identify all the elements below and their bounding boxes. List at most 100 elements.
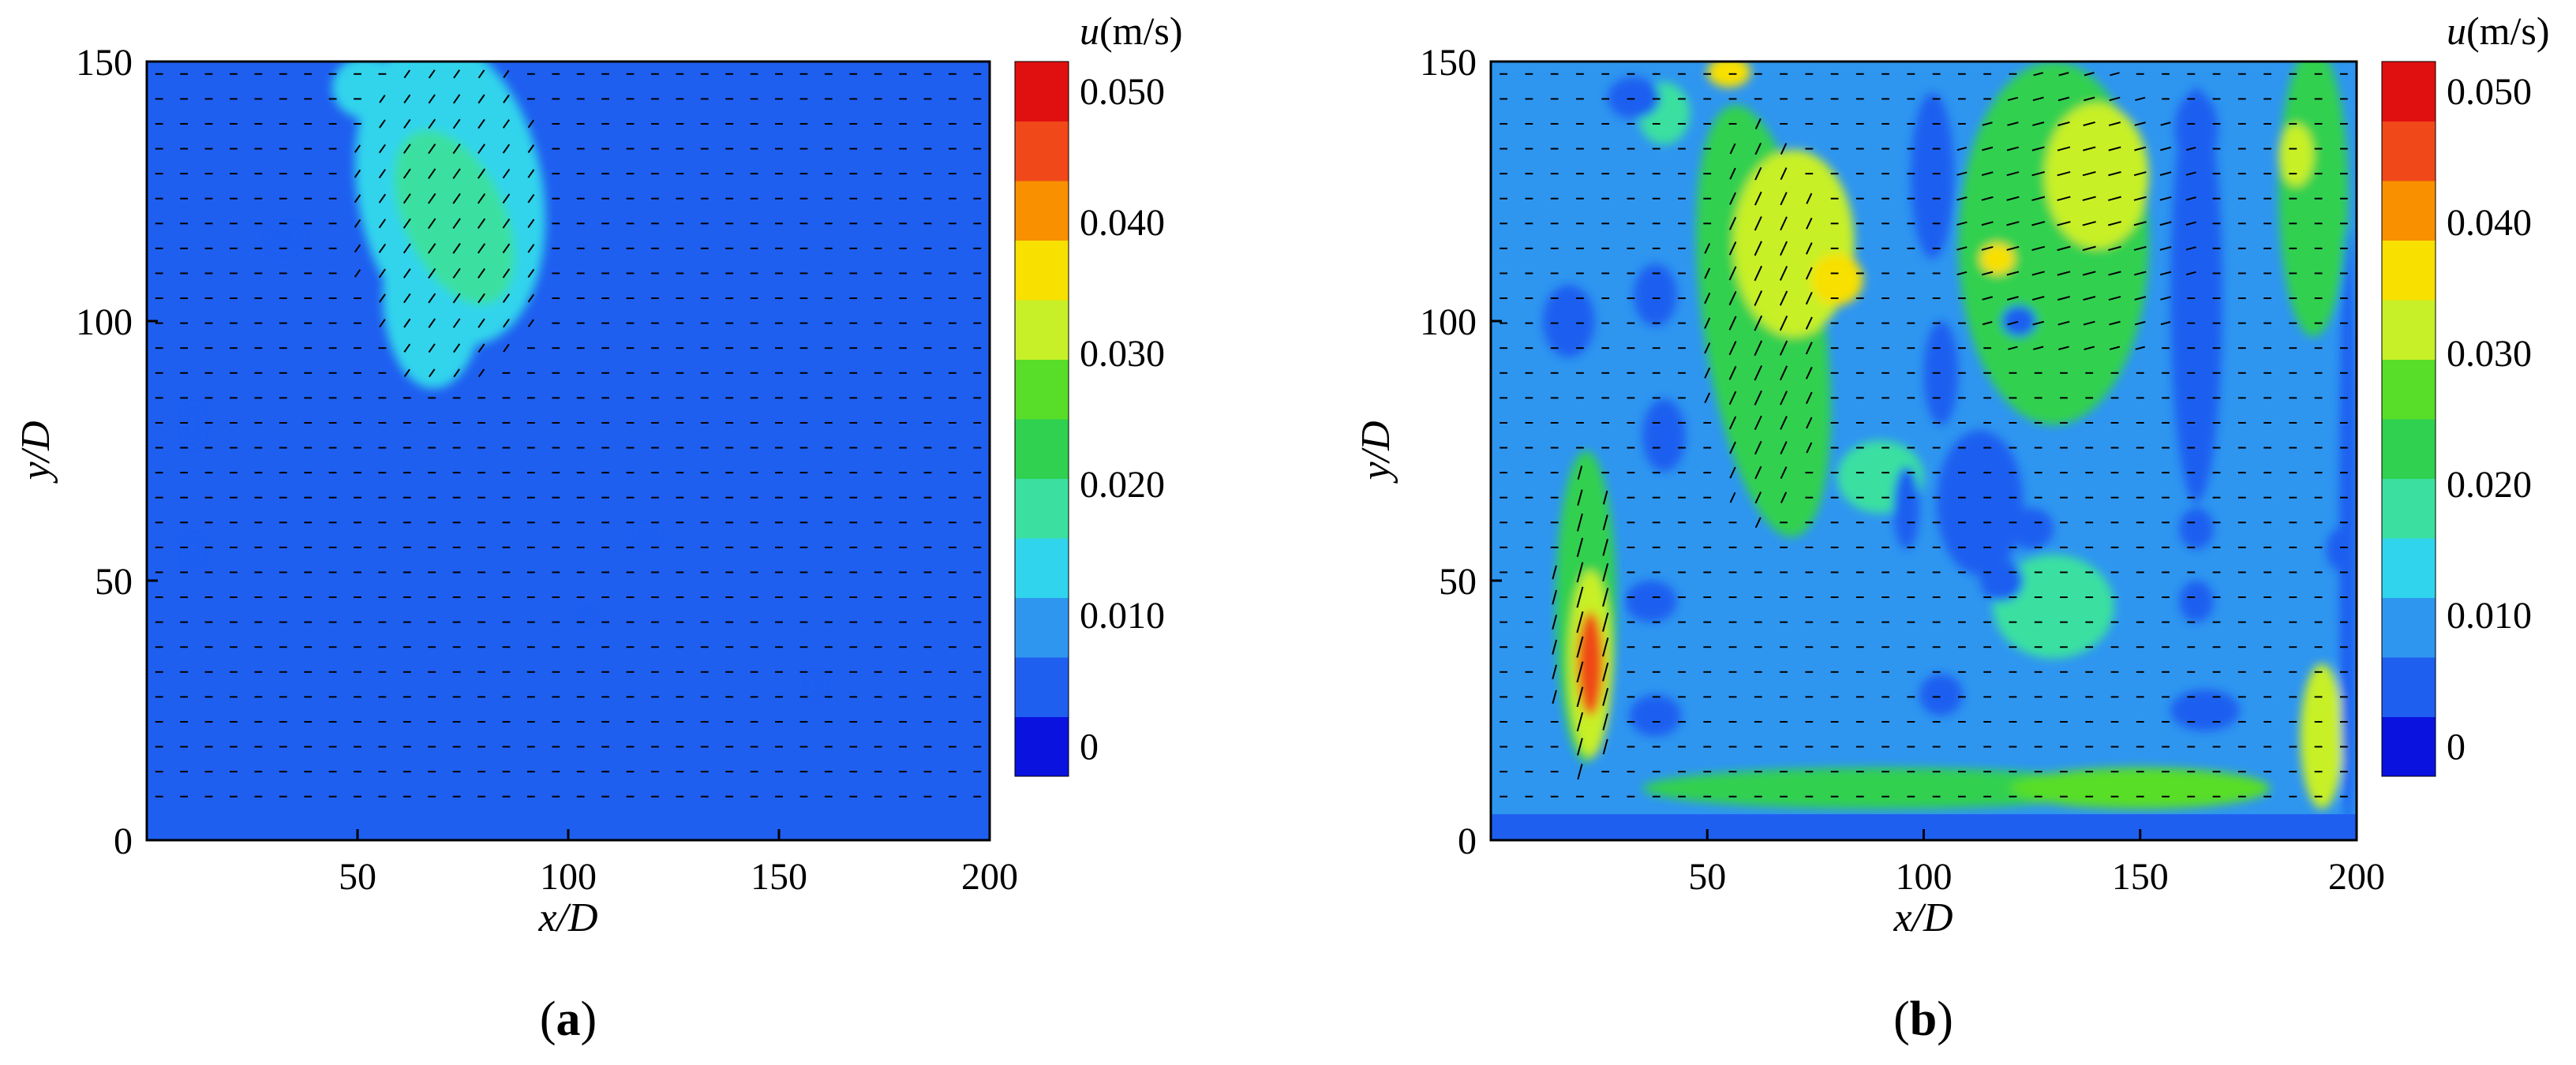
contour-region-25 <box>1911 92 1954 260</box>
colorbar-segment <box>2382 478 2436 539</box>
vector-arrow <box>453 343 461 353</box>
vector-arrow <box>428 192 436 204</box>
vector-arrow <box>2082 170 2096 177</box>
vector-arrow <box>1956 146 1968 151</box>
colorbar-segment <box>1015 657 1069 717</box>
vector-arrow <box>477 193 486 204</box>
vector-arrow <box>2057 320 2070 326</box>
contour-region-15 <box>2010 767 2271 809</box>
velocity-vectors <box>155 69 982 798</box>
contour-region-26 <box>1923 321 1959 425</box>
vector-arrow <box>2109 320 2121 326</box>
contour-region-23 <box>1625 581 1677 622</box>
vector-arrow <box>2185 246 2196 251</box>
vector-arrow <box>1754 465 1762 480</box>
vector-arrow <box>428 218 436 230</box>
colorbar-tick-label: 0.030 <box>2447 333 2532 375</box>
vector-arrow <box>502 293 511 304</box>
vector-arrow <box>402 144 411 154</box>
vector-arrow <box>1729 143 1736 155</box>
vector-arrow <box>527 293 535 303</box>
contour-region-14 <box>1642 767 2119 809</box>
vector-arrow <box>502 243 511 254</box>
vector-arrow <box>477 69 485 79</box>
vector-arrow <box>354 269 361 278</box>
vector-arrow <box>1780 416 1788 430</box>
vector-arrow <box>1704 317 1711 329</box>
vector-arrow <box>1552 615 1558 630</box>
vector-arrow <box>354 194 361 204</box>
vector-arrow <box>503 69 510 79</box>
contour-region-11 <box>811 674 824 695</box>
contour-region-12 <box>2278 123 2314 186</box>
vector-arrow <box>503 94 510 103</box>
vector-arrow <box>1602 562 1609 582</box>
panel-label: (a) <box>540 992 597 1046</box>
vector-arrow <box>402 243 411 254</box>
vector-arrow <box>503 343 510 353</box>
vector-arrow <box>2185 196 2196 201</box>
contour-region-34 <box>2174 92 2218 166</box>
vector-arrow <box>1576 537 1584 558</box>
vector-arrow <box>1754 216 1762 231</box>
x-tick-label: 200 <box>2328 856 2385 898</box>
colorbar-segment <box>1015 419 1069 479</box>
colorbar-tick-label: 0.020 <box>1080 464 1165 506</box>
vector-arrow <box>1754 191 1762 206</box>
vector-arrow <box>2159 221 2172 226</box>
vector-arrow <box>1576 712 1584 732</box>
colorbar-segment <box>2382 300 2436 360</box>
vector-arrow <box>452 293 461 304</box>
contour-region-7 <box>185 404 202 446</box>
vector-arrow <box>502 218 511 229</box>
vector-arrow <box>2057 146 2071 151</box>
vector-arrow <box>2032 346 2044 350</box>
colorbar-segment <box>2382 62 2436 121</box>
vector-arrow <box>428 318 436 328</box>
vector-arrow <box>2007 121 2019 126</box>
vector-arrow <box>2159 271 2172 276</box>
vector-arrow <box>477 218 486 230</box>
vector-arrow <box>2031 171 2045 177</box>
contour-region-37 <box>2179 507 2214 550</box>
vector-arrow <box>1754 142 1762 155</box>
vector-arrow <box>428 94 436 104</box>
contour-region-30 <box>1936 430 2024 576</box>
x-tick-label: 100 <box>1896 856 1953 898</box>
vector-arrow <box>2031 271 2045 276</box>
contour-region-38 <box>2179 581 2214 622</box>
vector-arrow <box>2083 121 2095 126</box>
vector-arrow <box>1805 366 1813 379</box>
vector-arrow <box>1780 216 1788 231</box>
vector-arrow <box>403 94 411 104</box>
vector-arrow <box>1704 267 1711 279</box>
vector-arrow <box>1780 441 1788 454</box>
vector-arrow <box>2133 171 2147 177</box>
panel-label-letter: b <box>1910 992 1937 1046</box>
vector-arrow <box>1602 612 1609 632</box>
vector-arrow <box>1602 687 1609 706</box>
vector-arrow <box>1981 171 1994 176</box>
vector-arrow <box>452 318 461 328</box>
colorbar-segment <box>1015 62 1069 121</box>
vector-arrow <box>1728 416 1737 430</box>
vector-arrow <box>2031 196 2046 201</box>
vector-arrow <box>2057 121 2070 126</box>
vector-arrow <box>1754 390 1762 405</box>
vector-arrow <box>354 144 361 153</box>
vector-arrow <box>1576 636 1584 658</box>
contour-region-20 <box>1608 77 1660 119</box>
vector-arrow <box>428 143 436 155</box>
vector-arrow <box>452 267 461 279</box>
vector-arrow <box>2031 221 2046 226</box>
colorbar-segment <box>2382 121 2436 181</box>
vector-arrow <box>2133 221 2147 226</box>
y-tick-label: 50 <box>95 561 133 603</box>
vector-arrow <box>379 319 386 328</box>
vector-arrow <box>1728 365 1737 380</box>
vector-arrow <box>1956 171 1968 176</box>
contour-region-17 <box>1993 555 2114 659</box>
vector-arrow <box>1981 196 1994 201</box>
colorbar-segment <box>2382 538 2436 598</box>
